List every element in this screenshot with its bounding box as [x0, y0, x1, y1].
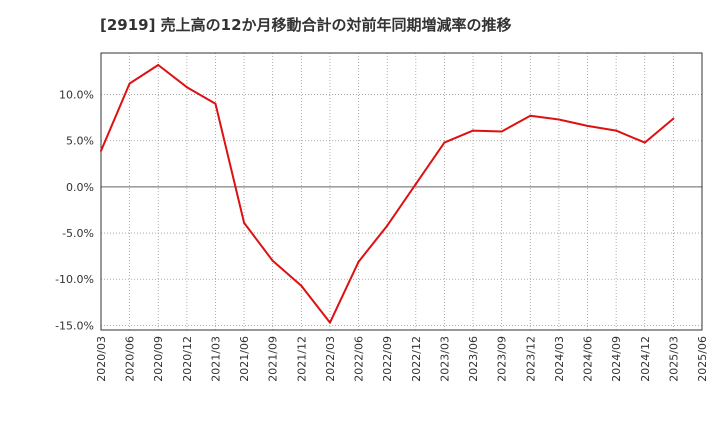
series-line	[100, 64, 675, 324]
data-point	[128, 82, 131, 85]
x-tick-label: 2023/06	[467, 336, 480, 382]
data-point	[500, 130, 503, 133]
x-tick-label: 2023/09	[496, 336, 509, 382]
x-tick-label: 2021/03	[209, 336, 222, 382]
x-tick-label: 2024/06	[582, 336, 595, 382]
data-point	[672, 117, 675, 120]
data-point	[214, 102, 217, 105]
data-point	[300, 284, 303, 287]
y-tick-label: 10.0%	[59, 89, 94, 102]
data-point	[243, 221, 246, 224]
data-point	[185, 86, 188, 89]
x-tick-label: 2020/09	[152, 336, 165, 382]
x-tick-label: 2023/12	[524, 336, 537, 382]
x-tick-label: 2025/06	[696, 336, 709, 382]
x-tick-label: 2020/12	[181, 336, 194, 382]
x-tick-label: 2025/03	[667, 336, 680, 382]
x-tick-label: 2020/03	[95, 336, 108, 382]
x-tick-label: 2020/06	[124, 336, 137, 382]
data-point	[443, 141, 446, 144]
data-point	[472, 129, 475, 132]
chart-title: [2919] 売上高の12か月移動合計の対前年同期増減率の推移	[100, 16, 512, 34]
x-tick-label: 2023/03	[438, 336, 451, 382]
x-tick-label: 2021/09	[267, 336, 280, 382]
y-tick-label: -10.0%	[55, 273, 94, 286]
x-tick-label: 2022/12	[410, 336, 423, 382]
x-tick-labels: 2020/03 2020/06 2020/09 2020/12 2021/03 2021/…	[95, 336, 709, 382]
x-tick-label: 2024/09	[610, 336, 623, 382]
y-tick-label: 0.0%	[66, 181, 94, 194]
grid-lines	[100, 53, 703, 330]
plot-frame	[100, 52, 703, 331]
data-point	[157, 64, 160, 67]
data-point	[414, 183, 417, 186]
data-point	[100, 149, 102, 152]
x-tick-label: 2021/06	[238, 336, 251, 382]
data-point	[557, 118, 560, 121]
x-tick-label: 2022/03	[324, 336, 337, 382]
y-tick-label: -5.0%	[62, 227, 94, 240]
x-tick-label: 2024/03	[553, 336, 566, 382]
data-point	[586, 124, 589, 127]
data-point	[328, 321, 331, 324]
y-tick-labels: 10.0% 5.0% 0.0% -5.0% -10.0% -15.0%	[55, 89, 94, 333]
data-point	[386, 224, 389, 227]
data-point	[615, 129, 618, 132]
x-tick-label: 2022/06	[353, 336, 366, 382]
data-point	[357, 260, 360, 263]
x-tick-label: 2024/12	[639, 336, 652, 382]
data-point	[529, 114, 532, 117]
series-lines	[100, 64, 675, 324]
data-point	[643, 141, 646, 144]
y-tick-label: -15.0%	[55, 319, 94, 332]
x-tick-label: 2021/12	[295, 336, 308, 382]
axes	[100, 52, 703, 331]
y-tick-label: 5.0%	[66, 135, 94, 148]
x-tick-label: 2022/09	[381, 336, 394, 382]
data-point	[271, 259, 274, 262]
